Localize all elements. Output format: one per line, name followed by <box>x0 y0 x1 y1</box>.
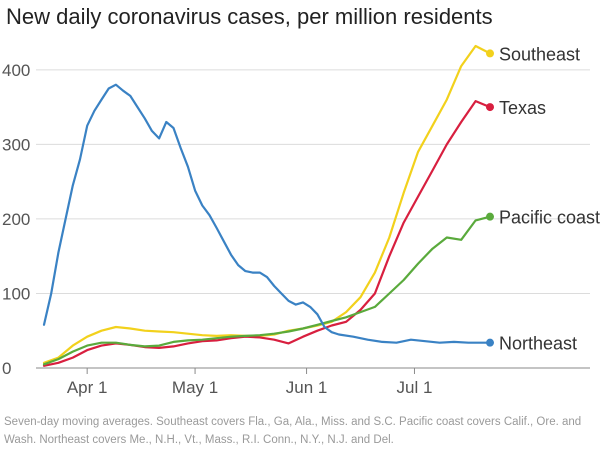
series-line-northeast <box>42 83 492 344</box>
series-end-dot-pacific-coast <box>486 212 494 221</box>
y-tick-label: 300 <box>2 135 30 154</box>
series-label-northeast: Northeast <box>499 334 577 354</box>
y-tick-label: 200 <box>2 210 30 229</box>
series-lines <box>42 44 494 367</box>
axes: 0 100 200 300 400 Apr 1 May 1 Jun 1 Jul 1 <box>2 61 432 397</box>
x-tick-label: Jul 1 <box>397 378 433 397</box>
series-label-southeast: Southeast <box>499 44 580 64</box>
footnote: Seven-day moving averages. Southeast cov… <box>4 416 582 446</box>
y-tick-label: 0 <box>2 359 11 378</box>
series-labels: Southeast Texas Pacific coast Northeast <box>499 44 600 353</box>
series-label-texas: Texas <box>499 98 546 118</box>
series-label-pacific-coast: Pacific coast <box>499 208 600 228</box>
x-tick-label: Jun 1 <box>286 378 328 397</box>
series-line-pacific-coast <box>42 215 492 366</box>
x-tick-label: Apr 1 <box>67 378 108 397</box>
series-end-dot-southeast <box>486 49 494 58</box>
series-end-dot-northeast <box>486 338 494 347</box>
series-end-dot-texas <box>486 103 494 112</box>
y-tick-label: 100 <box>2 284 30 303</box>
series-line-southeast <box>42 44 492 364</box>
x-tick-label: May 1 <box>172 378 218 397</box>
chart-title: New daily coronavirus cases, per million… <box>6 4 493 29</box>
line-chart: 0 100 200 300 400 Apr 1 May 1 Jun 1 Jul 1 Southe… <box>2 44 600 397</box>
gridlines <box>36 69 590 369</box>
y-tick-label: 400 <box>2 61 30 80</box>
